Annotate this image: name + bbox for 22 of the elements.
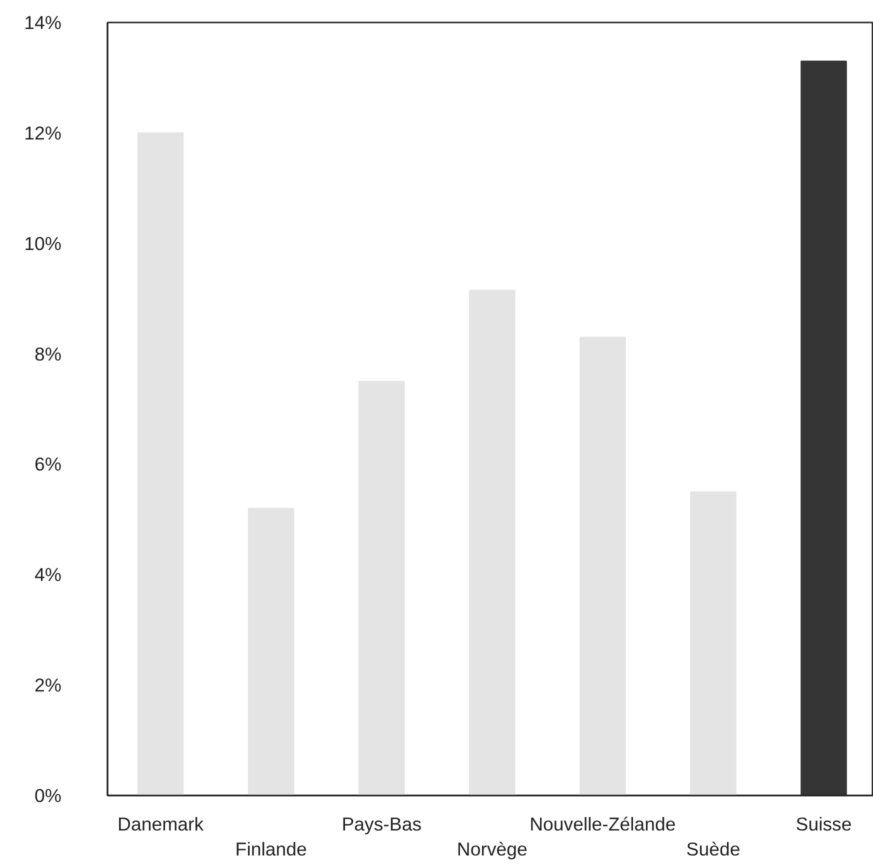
bar	[580, 336, 626, 796]
y-tick-label: 2%	[34, 674, 62, 696]
x-tick-label: Pays-Bas	[342, 814, 422, 834]
y-tick-label: 0%	[34, 785, 62, 806]
y-tick-label: 10%	[24, 232, 62, 254]
bar	[469, 290, 516, 796]
x-tick-label: Suisse	[796, 814, 852, 834]
y-tick-label: 14%	[24, 12, 62, 33]
x-tick-label: Danemark	[118, 814, 204, 834]
y-tick-label: 4%	[34, 564, 62, 586]
x-tick-label: Suède	[686, 838, 740, 860]
bar	[358, 380, 405, 796]
bar	[137, 132, 184, 796]
bar	[800, 60, 847, 796]
x-tick-label: Norvège	[456, 838, 528, 860]
y-tick-label: 8%	[34, 343, 62, 364]
y-tick-label: 6%	[34, 454, 62, 475]
bar	[248, 508, 294, 796]
x-tick-label: Nouvelle-Zélande	[530, 814, 676, 834]
x-tick-label: Finlande	[235, 838, 307, 860]
y-tick-label: 12%	[24, 122, 62, 144]
bar	[690, 491, 736, 796]
